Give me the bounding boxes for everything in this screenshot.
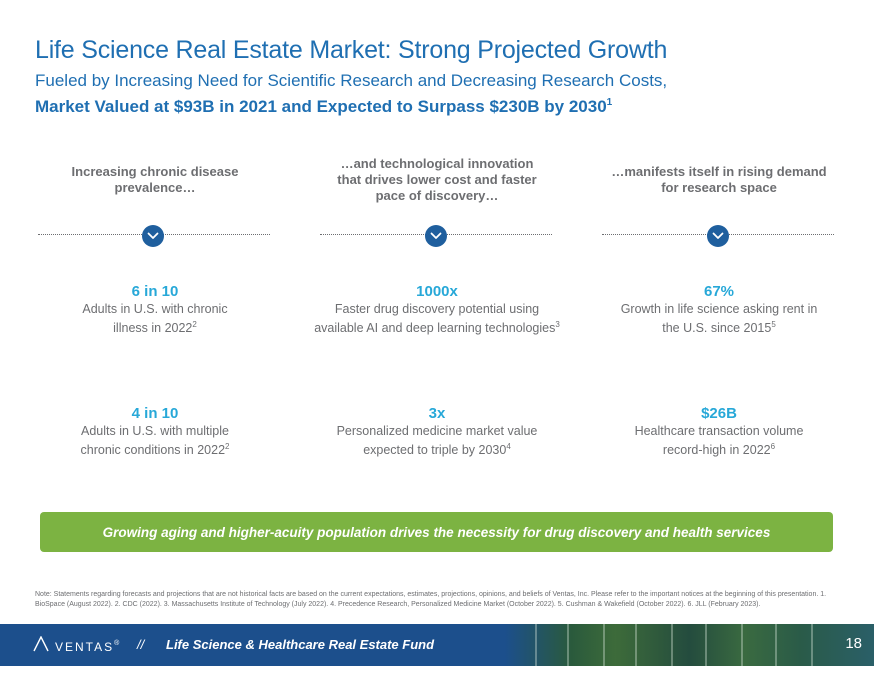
stat-chronic-illness: 6 in 10 Adults in U.S. with chronic illn… bbox=[20, 283, 290, 336]
stat-desc-line: Adults in U.S. with multiple bbox=[81, 424, 229, 438]
stat-desc-text: the U.S. since 2015 bbox=[662, 321, 772, 335]
heading-line: …manifests itself in rising demand bbox=[611, 164, 827, 179]
stat-desc-line: Adults in U.S. with chronic bbox=[82, 302, 228, 316]
footnote-ref: 2 bbox=[192, 320, 197, 329]
heading-line: pace of discovery… bbox=[375, 188, 499, 203]
heading-line: for research space bbox=[661, 180, 777, 195]
divider-column-1 bbox=[38, 225, 270, 247]
stat-value: $26B bbox=[701, 405, 737, 422]
stat-asking-rent: 67% Growth in life science asking rent i… bbox=[584, 283, 854, 336]
stat-transaction-volume: $26B Healthcare transaction volume recor… bbox=[584, 405, 854, 458]
stat-desc-text: expected to triple by 2030 bbox=[363, 443, 507, 457]
stat-desc-line: Healthcare transaction volume bbox=[634, 424, 804, 438]
ventas-logo-icon bbox=[33, 635, 49, 657]
stat-description: Adults in U.S. with chronic illness in 2… bbox=[20, 302, 290, 336]
subtitle-footnote-ref: 1 bbox=[606, 97, 613, 108]
divider-column-3 bbox=[602, 225, 834, 247]
footnote-ref: 2 bbox=[225, 442, 230, 451]
column-heading: …and technological innovation that drive… bbox=[312, 150, 562, 210]
heading-line: Increasing chronic disease bbox=[71, 164, 239, 179]
logo-registered-mark: ® bbox=[114, 640, 120, 647]
stat-description: Healthcare transaction volume record-hig… bbox=[584, 424, 854, 458]
stat-drug-discovery: 1000x Faster drug discovery potential us… bbox=[302, 283, 572, 336]
stat-desc-line: Personalized medicine market value bbox=[336, 424, 538, 438]
stat-description: Adults in U.S. with multiple chronic con… bbox=[20, 424, 290, 458]
stat-desc-text: record-high in 2022 bbox=[662, 443, 771, 457]
footnotes: Note: Statements regarding forecasts and… bbox=[35, 591, 827, 608]
divider-column-2 bbox=[320, 225, 552, 247]
footnote-ref: 5 bbox=[771, 320, 776, 329]
fund-name: Life Science & Healthcare Real Estate Fu… bbox=[166, 637, 435, 652]
heading-line: prevalence… bbox=[114, 180, 196, 195]
logo-text: VENTAS bbox=[55, 639, 115, 654]
footnote-ref: 3 bbox=[555, 320, 560, 329]
summary-banner: Growing aging and higher-acuity populati… bbox=[40, 512, 833, 552]
subtitle-bold-text: Market Valued at $93B in 2021 and Expect… bbox=[35, 97, 607, 116]
stat-desc-text: illness in 2022 bbox=[113, 321, 193, 335]
page-subtitle-bold: Market Valued at $93B in 2021 and Expect… bbox=[35, 92, 612, 117]
stat-desc-line: available AI and deep learning technolog… bbox=[302, 317, 572, 336]
footer-separator: // bbox=[137, 637, 145, 652]
stat-description: Personalized medicine market value expec… bbox=[302, 424, 572, 458]
banner-text: Growing aging and higher-acuity populati… bbox=[102, 524, 771, 540]
stat-desc-line: Faster drug discovery potential using bbox=[334, 302, 540, 316]
heading-line: that drives lower cost and faster bbox=[337, 172, 537, 187]
footer-bar: VENTAS ® // Life Science & Healthcare Re… bbox=[0, 624, 874, 666]
stat-multiple-conditions: 4 in 10 Adults in U.S. with multiple chr… bbox=[20, 405, 290, 458]
stat-desc-text: available AI and deep learning technolog… bbox=[314, 321, 556, 335]
stat-value: 6 in 10 bbox=[131, 283, 179, 300]
stat-value: 4 in 10 bbox=[131, 405, 179, 422]
footnote-ref: 4 bbox=[506, 442, 511, 451]
chevron-down-icon bbox=[707, 225, 729, 247]
stat-desc-line: expected to triple by 20304 bbox=[302, 439, 572, 458]
stat-desc-line: illness in 20222 bbox=[20, 317, 290, 336]
footer-building-image bbox=[505, 624, 874, 666]
heading-line: …and technological innovation bbox=[340, 156, 534, 171]
stat-description: Growth in life science asking rent in th… bbox=[584, 302, 854, 336]
ventas-logo: VENTAS ® bbox=[33, 635, 120, 657]
page-number: 18 bbox=[845, 635, 862, 652]
page-title: Life Science Real Estate Market: Strong … bbox=[35, 36, 668, 64]
stat-personalized-medicine: 3x Personalized medicine market value ex… bbox=[302, 405, 572, 458]
stat-desc-line: chronic conditions in 20222 bbox=[20, 439, 290, 458]
column-research-demand: …manifests itself in rising demand for r… bbox=[594, 150, 844, 210]
footnote-ref: 6 bbox=[770, 442, 776, 451]
stat-desc-line: record-high in 20226 bbox=[584, 439, 854, 458]
page-subtitle: Fueled by Increasing Need for Scientific… bbox=[35, 71, 668, 90]
column-heading: …manifests itself in rising demand for r… bbox=[594, 150, 844, 210]
stat-value: 3x bbox=[428, 405, 446, 422]
stat-description: Faster drug discovery potential using av… bbox=[302, 302, 572, 336]
chevron-down-icon bbox=[142, 225, 164, 247]
stat-desc-line: the U.S. since 20155 bbox=[584, 317, 854, 336]
column-chronic-disease: Increasing chronic disease prevalence… bbox=[30, 150, 280, 210]
column-heading: Increasing chronic disease prevalence… bbox=[30, 150, 280, 210]
stat-value: 67% bbox=[703, 283, 735, 300]
stat-desc-text: chronic conditions in 2022 bbox=[80, 443, 226, 457]
stat-desc-line: Growth in life science asking rent in bbox=[620, 302, 818, 316]
column-tech-innovation: …and technological innovation that drive… bbox=[312, 150, 562, 210]
chevron-down-icon bbox=[425, 225, 447, 247]
stat-value: 1000x bbox=[416, 283, 458, 300]
